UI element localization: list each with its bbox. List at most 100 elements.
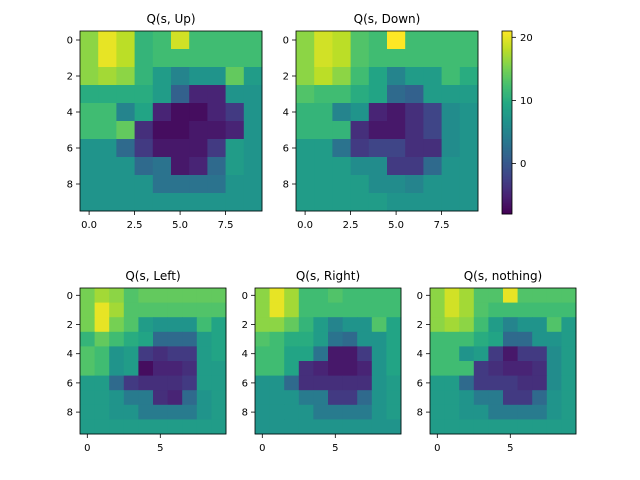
heatmap-cell — [459, 103, 479, 122]
heatmap-cell — [459, 193, 479, 212]
x-tick-label: 2.5 — [127, 220, 143, 231]
panel-q-up: Q(s, Up) 0.0 2.5 5.0 7.5 0 2 4 6 8 — [67, 12, 263, 231]
heatmap-cell — [386, 346, 402, 362]
heatmap-cell — [171, 157, 190, 176]
heatmap-cell — [405, 49, 424, 68]
heatmap-cell — [80, 419, 95, 435]
panel-title: Q(s, Left) — [125, 269, 180, 283]
heatmap-cell — [459, 85, 479, 104]
heatmap-cell — [368, 85, 388, 104]
colorbar-gradient-band — [502, 137, 512, 140]
x-tick-label: 7.5 — [434, 220, 450, 231]
heatmap-cell — [313, 288, 329, 303]
heatmap-cell — [284, 331, 300, 347]
x-tick-label: 7.5 — [218, 220, 234, 231]
x-tick-label: 5.0 — [388, 220, 404, 231]
heatmap-cell — [517, 317, 533, 333]
heatmap-cell — [532, 419, 548, 435]
colorbar-gradient-band — [502, 189, 512, 192]
heatmap-cell — [80, 85, 99, 104]
y-tick-label: 4 — [417, 349, 423, 360]
colorbar-gradient-band — [502, 59, 512, 62]
axes-frame — [79, 30, 263, 212]
heatmap-cell — [211, 346, 227, 362]
heatmap-cell — [313, 302, 329, 318]
colorbar-gradient-band — [502, 32, 512, 35]
heatmap-cell — [368, 175, 388, 194]
heatmap-cell — [211, 375, 227, 391]
heatmap-cell — [357, 390, 373, 406]
colorbar-gradient-band — [502, 70, 512, 73]
heatmap-cell — [284, 317, 300, 333]
heatmap-cell — [243, 67, 263, 86]
y-tick-label: 6 — [67, 378, 73, 389]
y-tick-label: 6 — [242, 378, 248, 389]
heatmap-cell — [80, 317, 95, 333]
heatmap-cell — [441, 157, 461, 176]
heatmap-cell — [368, 31, 388, 50]
heatmap-cell — [357, 361, 373, 376]
colorbar-gradient-band — [502, 128, 512, 131]
heatmap-cell — [313, 375, 329, 391]
colorbar-gradient-band — [502, 160, 512, 163]
axes-frame — [79, 287, 227, 435]
heatmap-cell — [405, 157, 424, 176]
heatmap-cell — [386, 419, 402, 435]
heatmap-cell — [171, 103, 190, 122]
heatmap-cell — [328, 419, 343, 435]
heatmap-cell — [167, 390, 183, 406]
heatmap-cell — [313, 404, 329, 420]
y-tick-label: 8 — [283, 180, 289, 191]
heatmap-cell — [332, 175, 351, 194]
colorbar-gradient-band — [502, 171, 512, 174]
heatmap-cell — [189, 49, 208, 68]
heatmap-cell — [171, 67, 190, 86]
heatmap-cell — [138, 361, 154, 376]
colorbar-gradient-band — [502, 56, 512, 59]
heatmap-cell — [225, 121, 245, 140]
colorbar-gradient-band — [502, 157, 512, 160]
heatmap-cell — [171, 121, 190, 140]
heatmap-cell — [368, 193, 388, 212]
heatmap-cell — [116, 121, 135, 140]
heatmap-cell — [546, 375, 562, 391]
colorbar-gradient-band — [502, 142, 512, 145]
heatmap-cell — [386, 331, 402, 347]
heatmap-cell — [284, 375, 300, 391]
heatmap-cell — [405, 31, 424, 50]
heatmap-cell — [138, 331, 154, 347]
heatmap-cell — [350, 157, 370, 176]
heatmap-cell — [134, 67, 154, 86]
heatmap-cell — [196, 375, 212, 391]
x-tick-label: 0 — [259, 443, 265, 454]
colorbar-gradient-band — [502, 35, 512, 38]
heatmap-cell — [123, 419, 139, 435]
heatmap-cell — [313, 390, 329, 406]
colorbar-gradient-band — [502, 96, 512, 99]
heatmap-cell — [342, 346, 358, 362]
heatmap-cell — [189, 139, 208, 158]
heatmap-cell — [189, 121, 208, 140]
colorbar-gradient-band — [502, 76, 512, 79]
heatmap-cell — [342, 419, 358, 435]
heatmap-cell — [473, 331, 489, 347]
colorbar-gradient-band — [502, 79, 512, 82]
heatmap-cell — [296, 175, 315, 194]
heatmap-cell — [269, 404, 285, 420]
heatmap-cell — [296, 85, 315, 104]
heatmap-cell — [80, 375, 95, 391]
heatmap-cell — [459, 375, 475, 391]
heatmap-cell — [314, 157, 333, 176]
heatmap-cell — [342, 375, 358, 391]
heatmap-cell — [532, 302, 548, 318]
heatmap-cell — [152, 157, 172, 176]
heatmap-cell — [80, 103, 99, 122]
heatmap-cell — [503, 390, 518, 406]
heatmap-cell — [109, 346, 125, 362]
heatmap-cell — [255, 419, 270, 435]
heatmap-cell — [532, 288, 548, 303]
colorbar-gradient-band — [502, 210, 512, 213]
y-tick-label: 0 — [242, 291, 248, 302]
heatmap-cell — [546, 361, 562, 376]
